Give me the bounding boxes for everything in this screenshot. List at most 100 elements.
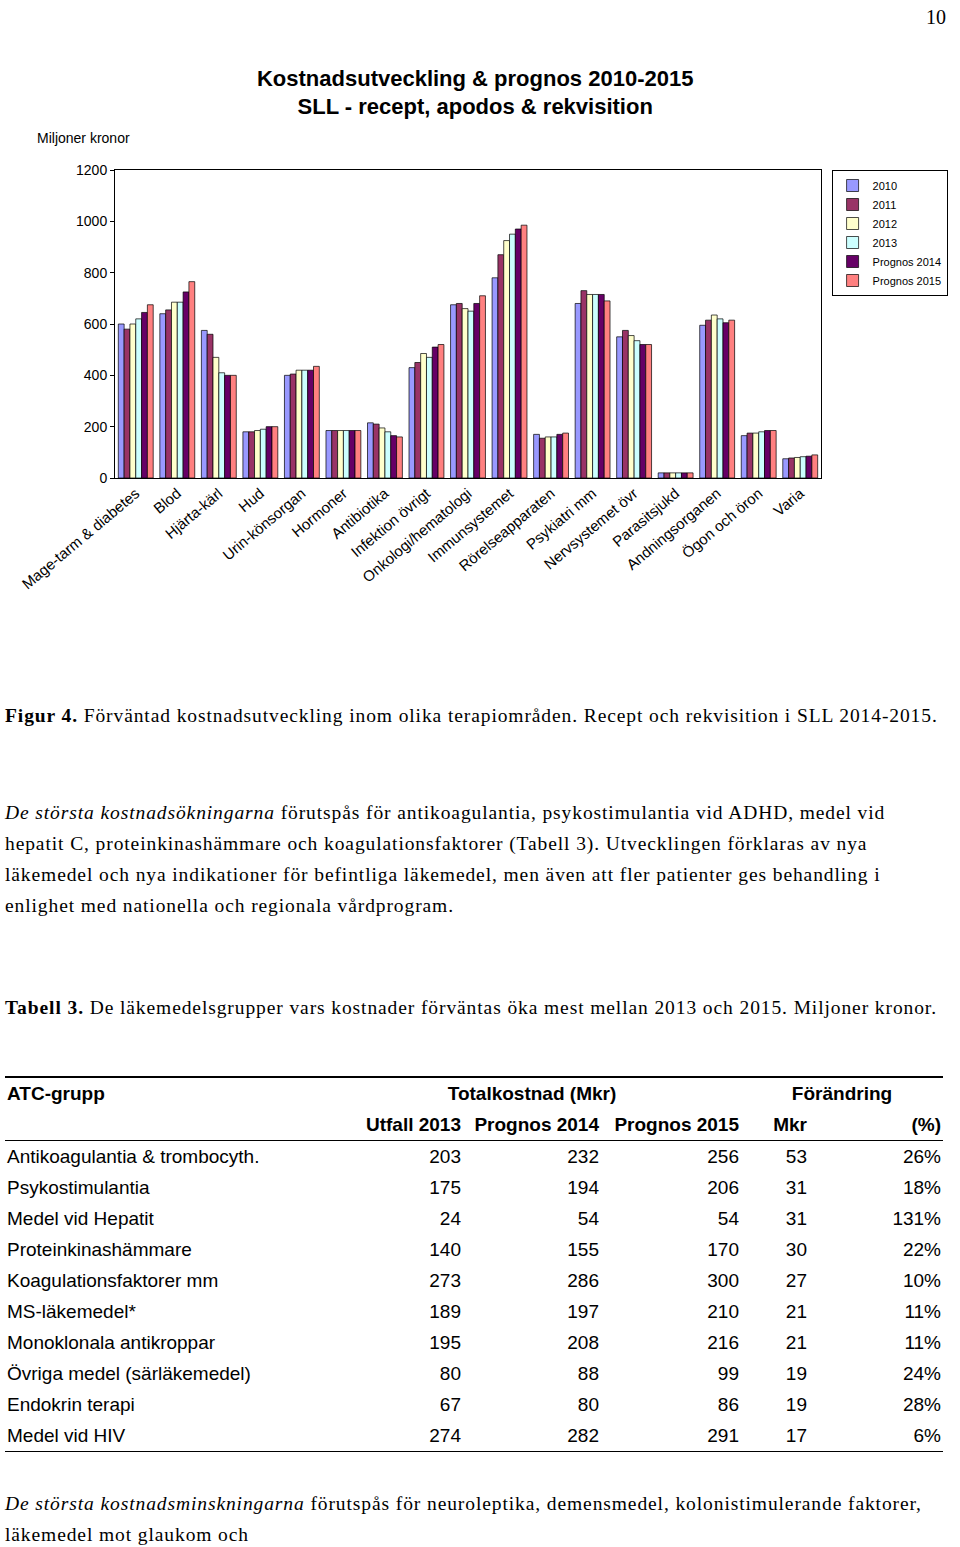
html-text:67: 67	[439, 1393, 461, 1415]
svg-text:Kostnadsutveckling & prognos 2: Kostnadsutveckling & prognos 2010-2015SL…	[257, 66, 693, 120]
html-text:86: 86	[717, 1393, 739, 1415]
svg-text:600: 600	[84, 316, 108, 332]
html-text:26%: 26%	[903, 1145, 941, 1167]
html-text:99: 99	[717, 1362, 739, 1384]
html-text:54: 54	[577, 1207, 599, 1229]
html-text:Psykostimulantia: Psykostimulantia	[7, 1176, 150, 1198]
html-text:155: 155	[567, 1238, 599, 1260]
svg-text:2012: 2012	[873, 218, 897, 230]
svg-text:Onkologi/hematologi: Onkologi/hematologi	[359, 485, 475, 586]
html-text:Antikoagulantia & trombocyth.: Antikoagulantia & trombocyth.	[7, 1145, 260, 1167]
svg-text:2010: 2010	[873, 180, 897, 192]
svg-text:Antibiotika: Antibiotika	[328, 484, 392, 542]
html-text:24%: 24%	[903, 1362, 941, 1384]
html-text:Endokrin terapi: Endokrin terapi	[7, 1393, 135, 1415]
html-text:10%: 10%	[903, 1269, 941, 1291]
html-text:24: 24	[439, 1207, 461, 1229]
html-text:Koagulationsfaktorer mm: Koagulationsfaktorer mm	[7, 1269, 219, 1291]
html-text:54: 54	[717, 1207, 739, 1229]
svg-text:Mage-tarm & diabetes: Mage-tarm & diabetes	[19, 485, 143, 593]
svg-text:Prognos 2015: Prognos 2015	[873, 275, 942, 287]
html-text:210: 210	[707, 1300, 739, 1322]
html-text:De största kostnadsminskningar: De största kostnadsminskningarna förutsp…	[5, 1493, 922, 1545]
html-text:208: 208	[567, 1331, 599, 1353]
html-text:Prognos 2015: Prognos 2015	[614, 1113, 739, 1135]
html-text:206: 206	[707, 1176, 739, 1198]
html-text:Totalkostnad (Mkr): Totalkostnad (Mkr)	[447, 1082, 617, 1104]
svg-text:Urin-könsorgan: Urin-könsorgan	[219, 485, 308, 564]
svg-text:800: 800	[84, 265, 108, 281]
html-text:22%: 22%	[903, 1238, 941, 1260]
html-text:53: 53	[785, 1145, 807, 1167]
html-text:131%: 131%	[892, 1207, 941, 1229]
svg-text:Parasitsjukd: Parasitsjukd	[609, 485, 683, 551]
svg-text:Hjärta-kärl: Hjärta-kärl	[162, 485, 226, 542]
svg-text:Infektion övrigt: Infektion övrigt	[348, 484, 434, 560]
html-text:11%: 11%	[904, 1300, 941, 1322]
html-text:216: 216	[707, 1331, 739, 1353]
html-text:19: 19	[785, 1362, 807, 1384]
html-text:27: 27	[785, 1269, 807, 1291]
html-text:286: 286	[567, 1269, 599, 1291]
html-text:197: 197	[567, 1300, 599, 1322]
html-text:232: 232	[567, 1145, 599, 1167]
html-text:18%: 18%	[903, 1176, 941, 1198]
svg-text:Immunsystemet: Immunsystemet	[424, 484, 517, 566]
html-text:Prognos 2014: Prognos 2014	[474, 1113, 599, 1135]
html-text:Medel vid Hepatit: Medel vid Hepatit	[7, 1207, 154, 1229]
svg-text:Prognos 2014: Prognos 2014	[873, 256, 942, 268]
svg-text:Varia: Varia	[770, 484, 807, 519]
svg-text:Hormoner: Hormoner	[288, 485, 350, 541]
svg-text:200: 200	[84, 419, 108, 435]
html-text:140: 140	[429, 1238, 461, 1260]
html-text:Proteinkinashämmare: Proteinkinashämmare	[7, 1238, 192, 1260]
html-text:Monoklonala antikroppar: Monoklonala antikroppar	[7, 1331, 216, 1353]
html-text:30: 30	[785, 1238, 807, 1260]
html-text:291: 291	[707, 1424, 739, 1446]
svg-text:1000: 1000	[76, 213, 107, 229]
html-text:80: 80	[577, 1393, 599, 1415]
svg-text:Psykiatri mm: Psykiatri mm	[523, 485, 600, 553]
html-text:194: 194	[567, 1176, 599, 1198]
html-text:80: 80	[439, 1362, 461, 1384]
html-text:28%: 28%	[903, 1393, 941, 1415]
html-text:ATC-grupp: ATC-grupp	[7, 1082, 105, 1104]
html-text:273: 273	[429, 1269, 461, 1291]
html-text:175: 175	[429, 1176, 461, 1198]
svg-text:2011: 2011	[873, 199, 897, 211]
html-text:189: 189	[429, 1300, 461, 1322]
svg-text:2013: 2013	[873, 237, 897, 249]
html-text:195: 195	[429, 1331, 461, 1353]
html-text:Utfall 2013: Utfall 2013	[366, 1113, 461, 1135]
svg-text:Hud: Hud	[235, 485, 267, 516]
html-text:256: 256	[707, 1145, 739, 1167]
html-text:19: 19	[785, 1393, 807, 1415]
svg-text:Blod: Blod	[150, 485, 184, 517]
html-text:Medel vid HIV: Medel vid HIV	[7, 1424, 126, 1446]
svg-text:1200: 1200	[76, 162, 107, 178]
svg-text:0: 0	[99, 470, 107, 486]
html-text:300: 300	[707, 1269, 739, 1291]
html-text:Övriga medel (särläkemedel): Övriga medel (särläkemedel)	[7, 1362, 251, 1384]
html-text:282: 282	[567, 1424, 599, 1446]
html-text:31: 31	[785, 1207, 807, 1229]
svg-text:Miljoner kronor: Miljoner kronor	[37, 130, 130, 146]
html-text:274: 274	[429, 1424, 461, 1446]
svg-text:Andningsorganen: Andningsorganen	[623, 485, 724, 574]
svg-text:400: 400	[84, 367, 108, 383]
svg-text:Ögon och öron: Ögon och öron	[679, 485, 766, 562]
html-text:Mkr: Mkr	[773, 1113, 807, 1135]
html-text:MS-läkemedel*: MS-läkemedel*	[7, 1300, 136, 1322]
html-text:17: 17	[785, 1424, 807, 1446]
html-text:88: 88	[577, 1362, 599, 1384]
html-text:203: 203	[429, 1145, 461, 1167]
html-text:21: 21	[785, 1331, 807, 1353]
html-text:31: 31	[785, 1176, 807, 1198]
html-text:21: 21	[785, 1300, 807, 1322]
html-text:De största kostnadsökningarna: De största kostnadsökningarna förutspås …	[5, 802, 886, 916]
html-text:11%: 11%	[904, 1331, 941, 1353]
svg-text:Rörelseapparaten: Rörelseapparaten	[456, 485, 558, 575]
html-text:170: 170	[707, 1238, 739, 1260]
html-text:Förändring: Förändring	[791, 1082, 893, 1104]
svg-text:Nervsystemet övr: Nervsystemet övr	[541, 485, 641, 573]
